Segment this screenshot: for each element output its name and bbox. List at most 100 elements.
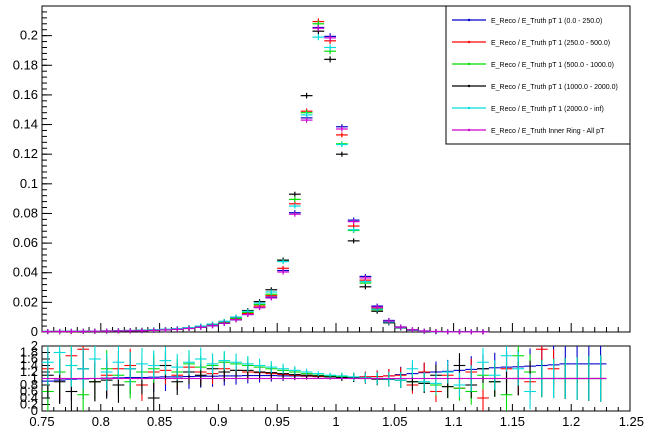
legend-item: E_Reco / E_Truth pT 1 (2000.0 - inf) xyxy=(452,106,604,113)
ratio-point xyxy=(112,346,125,380)
legend-label: E_Reco / E_Truth pT 1 (250.0 - 500.0) xyxy=(491,40,610,47)
main-series-5 xyxy=(42,25,489,335)
main-point xyxy=(371,304,384,310)
ratio-x-tick-label: 1.05 xyxy=(382,414,407,429)
main-point xyxy=(347,227,360,233)
ratio-point xyxy=(512,351,525,386)
main-point xyxy=(418,328,431,334)
ratio-point xyxy=(265,361,278,374)
main-point xyxy=(324,34,336,41)
main-point xyxy=(277,259,289,265)
ratio-x-tick-label: 0.8 xyxy=(92,414,110,429)
main-series-2 xyxy=(42,20,489,335)
ratio-point xyxy=(147,350,160,381)
main-point xyxy=(288,196,301,202)
ratio-point xyxy=(347,372,360,382)
main-y-tick-label: 0.08 xyxy=(13,205,38,220)
ratio-point xyxy=(477,348,489,377)
legend-label: E_Reco / E_Truth pT 1 (500.0 - 1000.0) xyxy=(491,62,614,69)
ratio-point xyxy=(183,349,195,375)
ratio-y-tick-label: 0 xyxy=(31,403,38,418)
ratio-point xyxy=(406,360,419,378)
legend-marker xyxy=(467,128,471,132)
main-point xyxy=(159,327,172,333)
main-point xyxy=(288,191,301,197)
main-point xyxy=(147,327,160,333)
ratio-point xyxy=(147,382,160,411)
ratio-x-tick-label: 1.25 xyxy=(619,414,644,429)
main-point xyxy=(441,329,454,335)
ratio-x-tick-label: 0.75 xyxy=(29,414,54,429)
main-point xyxy=(206,323,219,329)
ratio-point xyxy=(100,353,113,391)
legend-item: E_Reco / E_Truth Inner Ring - All pT xyxy=(452,128,605,135)
main-point xyxy=(312,25,325,32)
main-point xyxy=(430,329,442,335)
ratio-x-tick-label: 0.9 xyxy=(209,414,227,429)
main-y-tick-label: 0.1 xyxy=(20,176,38,191)
legend-marker xyxy=(467,62,471,66)
legend-marker xyxy=(467,106,471,110)
main-point xyxy=(253,305,266,311)
ratio-x-tick-label: 0.95 xyxy=(265,414,290,429)
ratio-point xyxy=(500,346,513,372)
legend-box xyxy=(445,5,631,145)
ratio-x-tick-label: 1.1 xyxy=(445,414,463,429)
main-point xyxy=(194,324,207,330)
legend-label: E_Reco / E_Truth pT 1 (1000.0 - 2000.0) xyxy=(491,84,618,91)
main-point xyxy=(383,318,395,324)
ratio-point xyxy=(277,363,289,374)
main-point xyxy=(42,329,54,335)
main-series-3 xyxy=(42,28,489,335)
main-pad: 0 0.02 0.04 0.06 0.08 0.1 0.12 0.14 0.16 0.18 0.2 xyxy=(13,5,631,339)
ratio-x-tick-label: 0.85 xyxy=(147,414,172,429)
legend-item: E_Reco / E_Truth pT 1 (500.0 - 1000.0) xyxy=(452,62,614,69)
ratio-point xyxy=(53,346,66,375)
main-point xyxy=(65,328,78,334)
legend-label: E_Reco / E_Truth pT 1 (2000.0 - inf) xyxy=(491,106,604,113)
ratio-point xyxy=(218,350,231,371)
main-y-tick-label: 0.18 xyxy=(13,57,38,72)
ratio-point xyxy=(124,351,137,386)
main-point xyxy=(265,295,278,301)
ratio-point xyxy=(136,347,148,380)
main-point xyxy=(312,33,325,41)
ratio-x-tick-label: 1.15 xyxy=(500,414,525,429)
ratio-y-tick-label: 0.4 xyxy=(20,390,38,405)
main-point xyxy=(53,329,66,335)
ratio-point xyxy=(312,371,325,377)
ratio-y-axis: 00.20.40.60.811.21.41.61.82 xyxy=(20,338,50,418)
ratio-point xyxy=(288,366,301,375)
ratio-series-group xyxy=(42,346,607,411)
ratio-point xyxy=(206,353,219,375)
main-point xyxy=(100,328,113,334)
ratio-point xyxy=(65,346,78,387)
ratio-point xyxy=(524,373,536,410)
ratio-point xyxy=(383,372,395,387)
main-point xyxy=(183,325,195,331)
ratio-point xyxy=(77,348,90,390)
ratio-y-tick-label: 2 xyxy=(31,338,38,353)
ratio-y-tick-label: 1.2 xyxy=(20,364,38,379)
legend-label: E_Reco / E_Truth pT 1 (0.0 - 250.0) xyxy=(491,18,602,25)
main-y-axis: 0 0.02 0.04 0.06 0.08 0.1 0.12 0.14 0.16 0.18 0.2 xyxy=(13,5,52,339)
main-series-group xyxy=(42,18,489,335)
legend-label: E_Reco / E_Truth Inner Ring - All pT xyxy=(491,128,605,135)
main-point xyxy=(336,142,348,148)
main-point xyxy=(477,329,489,335)
ratio-y-tick-label: 1.4 xyxy=(20,358,38,373)
ratio-point xyxy=(324,372,336,378)
ratio-point xyxy=(171,353,184,381)
main-point xyxy=(324,56,336,63)
main-point xyxy=(347,238,360,244)
ratio-point xyxy=(488,360,501,391)
main-y-tick-label: 0.16 xyxy=(13,87,38,102)
ratio-x-tick-label: 1 xyxy=(332,414,339,429)
main-y-tick-label: 0.2 xyxy=(20,28,38,43)
ratio-point xyxy=(430,372,442,394)
ratio-point xyxy=(359,372,372,383)
ratio-point xyxy=(241,356,254,372)
ratio-point xyxy=(453,372,466,398)
main-point xyxy=(300,112,313,118)
ratio-point xyxy=(89,346,101,379)
